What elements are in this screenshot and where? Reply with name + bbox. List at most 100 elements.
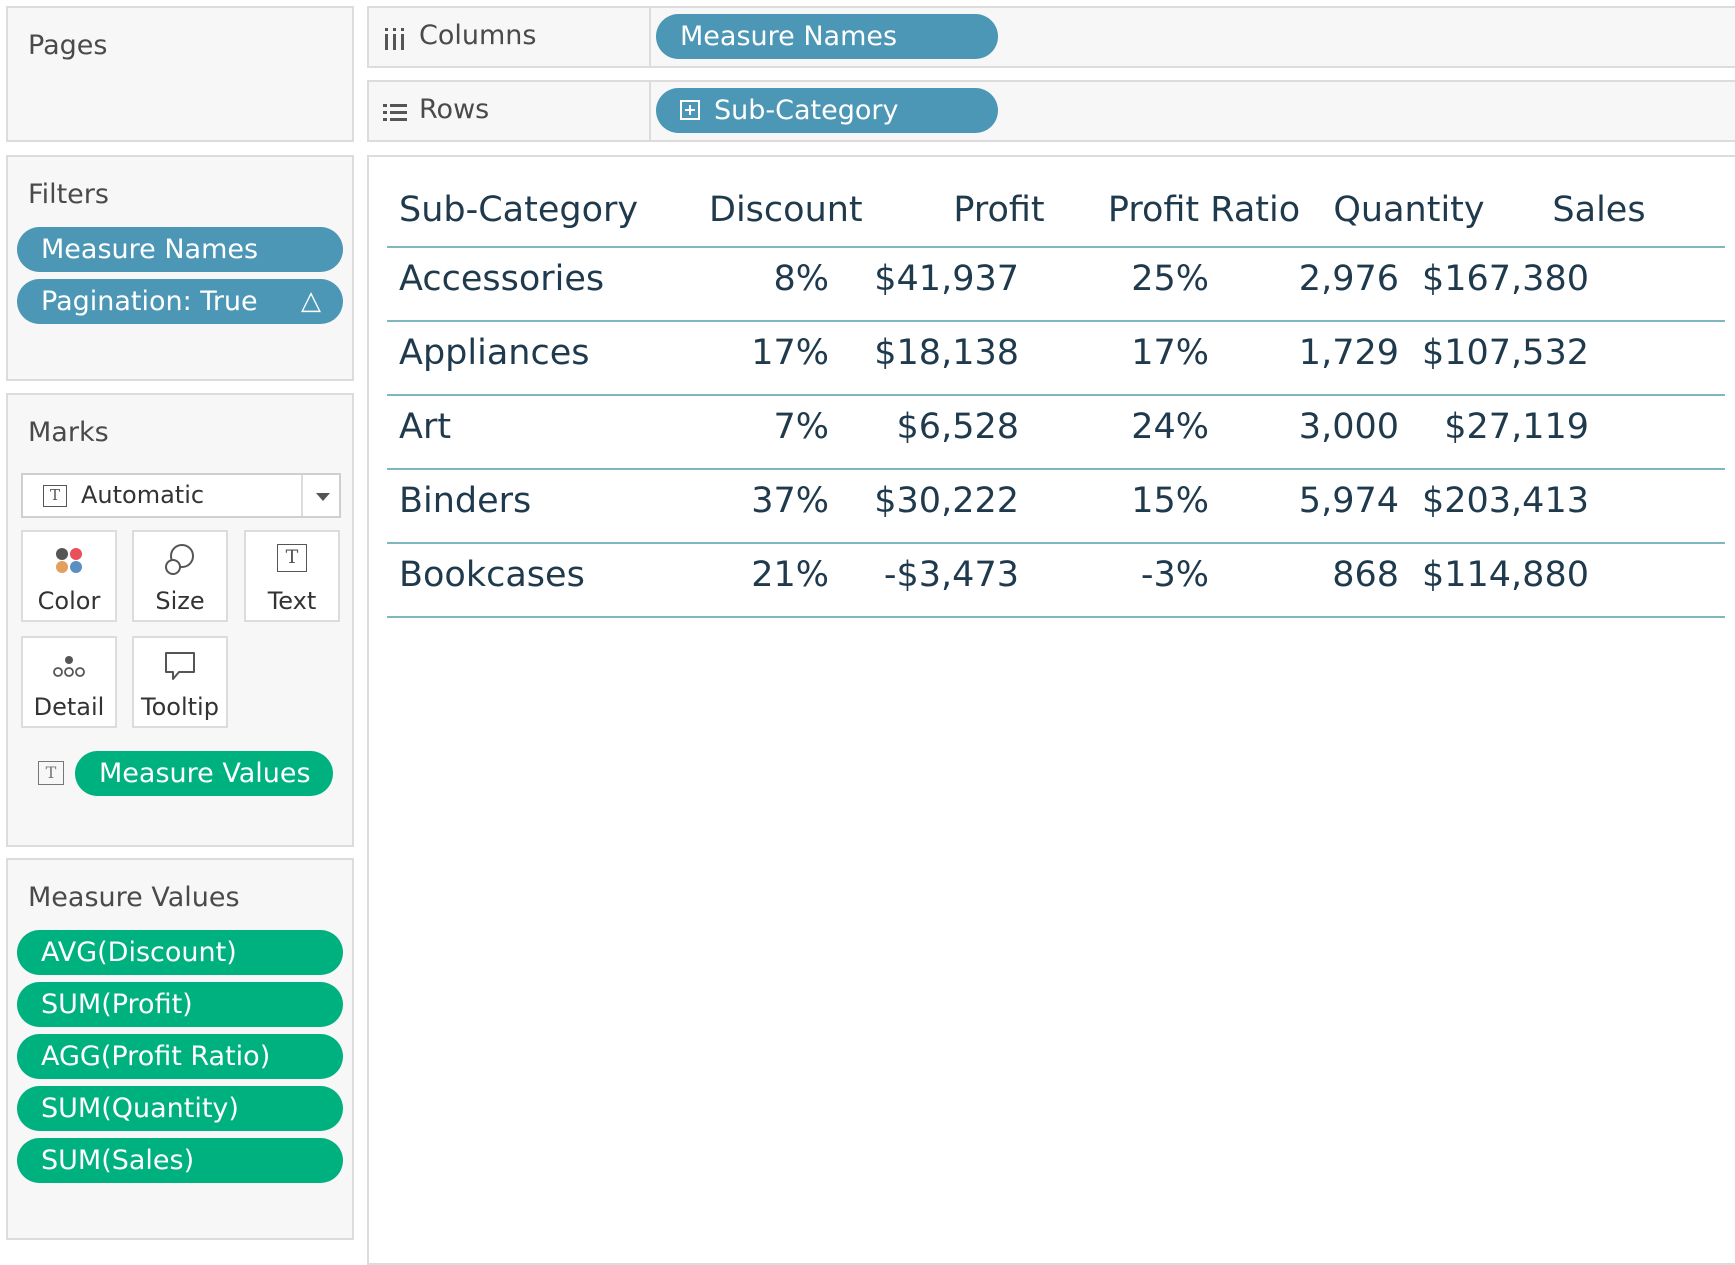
- filter-pill-label: Measure Names: [41, 234, 259, 265]
- cell-quantity[interactable]: 2,976: [1298, 259, 1399, 299]
- marks-text-label: Text: [267, 587, 317, 615]
- cell-quantity[interactable]: 5,974: [1298, 481, 1399, 521]
- chevron-down-icon: [316, 493, 330, 501]
- measure-pill-label: SUM(Quantity): [41, 1093, 239, 1124]
- rows-shelf[interactable]: Rows Sub-Category: [367, 80, 1735, 142]
- size-icon: [165, 544, 194, 575]
- cell-profit-ratio[interactable]: 25%: [1131, 259, 1209, 299]
- columns-shelf[interactable]: Columns Measure Names: [367, 6, 1735, 68]
- cell-profit-ratio[interactable]: -3%: [1140, 555, 1209, 595]
- cell-profit[interactable]: $30,222: [874, 481, 1019, 521]
- header-profit-ratio[interactable]: Profit Ratio: [1107, 190, 1301, 230]
- columns-pill-label: Measure Names: [680, 21, 898, 52]
- mark-type-value: Automatic: [81, 481, 205, 509]
- cell-sales[interactable]: $107,532: [1421, 333, 1589, 373]
- cell-profit-ratio[interactable]: 17%: [1131, 333, 1209, 373]
- cell-quantity[interactable]: 1,729: [1298, 333, 1399, 373]
- cell-discount[interactable]: 17%: [751, 333, 829, 373]
- header-discount[interactable]: Discount: [709, 190, 863, 230]
- measure-pill-sum-profit[interactable]: SUM(Profit): [17, 982, 343, 1027]
- row-divider: [387, 394, 1725, 396]
- marks-tooltip-button[interactable]: Tooltip: [132, 636, 228, 728]
- cell-sales[interactable]: $203,413: [1421, 481, 1589, 521]
- cell-quantity[interactable]: 3,000: [1298, 407, 1399, 447]
- marks-detail-button[interactable]: Detail: [21, 636, 117, 728]
- marks-title: Marks: [28, 417, 109, 448]
- cell-discount[interactable]: 8%: [773, 259, 829, 299]
- cell-sub-category[interactable]: Binders: [399, 481, 532, 521]
- row-divider: [387, 468, 1725, 470]
- marks-size-button[interactable]: Size: [132, 530, 228, 622]
- measure-pill-agg-profit-ratio[interactable]: AGG(Profit Ratio): [17, 1034, 343, 1079]
- rows-icon: [383, 104, 407, 121]
- cell-sales[interactable]: $27,119: [1444, 407, 1589, 447]
- cell-profit[interactable]: $41,937: [874, 259, 1019, 299]
- filter-pill-pagination[interactable]: Pagination: True △: [17, 279, 343, 324]
- header-sub-category[interactable]: Sub-Category: [399, 190, 639, 230]
- pages-card[interactable]: Pages: [6, 6, 354, 142]
- delta-icon: △: [301, 286, 321, 316]
- cell-discount[interactable]: 7%: [773, 407, 829, 447]
- text-mark-icon: T: [43, 485, 67, 507]
- measure-pill-label: SUM(Profit): [41, 989, 193, 1020]
- marks-card: Marks T Automatic Color Size: [6, 393, 354, 847]
- header-profit[interactable]: Profit: [953, 190, 1045, 230]
- rows-label: Rows: [419, 94, 490, 125]
- row-divider: [387, 320, 1725, 322]
- expand-icon: [680, 100, 700, 120]
- measure-pill-label: SUM(Sales): [41, 1145, 195, 1176]
- columns-label: Columns: [419, 20, 537, 51]
- header-divider: [387, 246, 1725, 248]
- measure-values-title: Measure Values: [28, 882, 240, 913]
- columns-icon: [385, 28, 404, 50]
- measure-pill-avg-discount[interactable]: AVG(Discount): [17, 930, 343, 975]
- rows-pill-label: Sub-Category: [714, 95, 899, 126]
- columns-pill-measure-names[interactable]: Measure Names: [656, 14, 998, 59]
- measure-pill-sum-quantity[interactable]: SUM(Quantity): [17, 1086, 343, 1131]
- row-divider: [387, 542, 1725, 544]
- measure-values-card: Measure Values AVG(Discount) SUM(Profit)…: [6, 858, 354, 1240]
- dropdown-divider: [301, 475, 303, 516]
- cell-sub-category[interactable]: Accessories: [399, 259, 605, 299]
- cell-discount[interactable]: 21%: [751, 555, 829, 595]
- marks-text-button[interactable]: T Text: [244, 530, 340, 622]
- filters-title: Filters: [28, 179, 109, 210]
- marks-tooltip-label: Tooltip: [141, 693, 219, 721]
- cell-sub-category[interactable]: Appliances: [399, 333, 590, 373]
- tooltip-icon: [165, 652, 195, 680]
- mark-type-select[interactable]: T Automatic: [21, 473, 341, 518]
- cell-sales[interactable]: $167,380: [1421, 259, 1589, 299]
- marks-detail-label: Detail: [33, 693, 105, 721]
- cell-sub-category[interactable]: Bookcases: [399, 555, 585, 595]
- cell-quantity[interactable]: 868: [1332, 555, 1399, 595]
- rows-shelf-label: Rows: [369, 82, 651, 140]
- columns-shelf-label: Columns: [369, 8, 651, 66]
- text-icon: T: [277, 544, 307, 572]
- cell-profit-ratio[interactable]: 15%: [1131, 481, 1209, 521]
- measure-pill-label: AGG(Profit Ratio): [41, 1041, 271, 1072]
- marks-color-label: Color: [37, 587, 101, 615]
- cell-profit-ratio[interactable]: 24%: [1131, 407, 1209, 447]
- rows-pill-sub-category[interactable]: Sub-Category: [656, 88, 998, 133]
- cell-sales[interactable]: $114,880: [1421, 555, 1589, 595]
- color-icon: [56, 548, 82, 573]
- cell-profit[interactable]: $6,528: [896, 407, 1019, 447]
- filter-pill-measure-names[interactable]: Measure Names: [17, 227, 343, 272]
- viz-area[interactable]: Sub-Category Discount Profit Profit Rati…: [367, 155, 1735, 1265]
- marks-size-label: Size: [155, 587, 205, 615]
- measure-pill-label: AVG(Discount): [41, 937, 237, 968]
- cell-discount[interactable]: 37%: [751, 481, 829, 521]
- encoding-pill-label: Measure Values: [99, 758, 311, 789]
- cell-profit[interactable]: -$3,473: [883, 555, 1019, 595]
- detail-icon: [53, 656, 85, 677]
- measure-pill-sum-sales[interactable]: SUM(Sales): [17, 1138, 343, 1183]
- filters-card: Filters Measure Names Pagination: True △: [6, 155, 354, 381]
- marks-color-button[interactable]: Color: [21, 530, 117, 622]
- cell-profit[interactable]: $18,138: [874, 333, 1019, 373]
- encoding-pill-measure-values[interactable]: Measure Values: [75, 751, 333, 796]
- row-divider: [387, 616, 1725, 618]
- text-icon: T: [38, 761, 64, 785]
- header-sales[interactable]: Sales: [1552, 190, 1646, 230]
- cell-sub-category[interactable]: Art: [399, 407, 452, 447]
- header-quantity[interactable]: Quantity: [1333, 190, 1485, 230]
